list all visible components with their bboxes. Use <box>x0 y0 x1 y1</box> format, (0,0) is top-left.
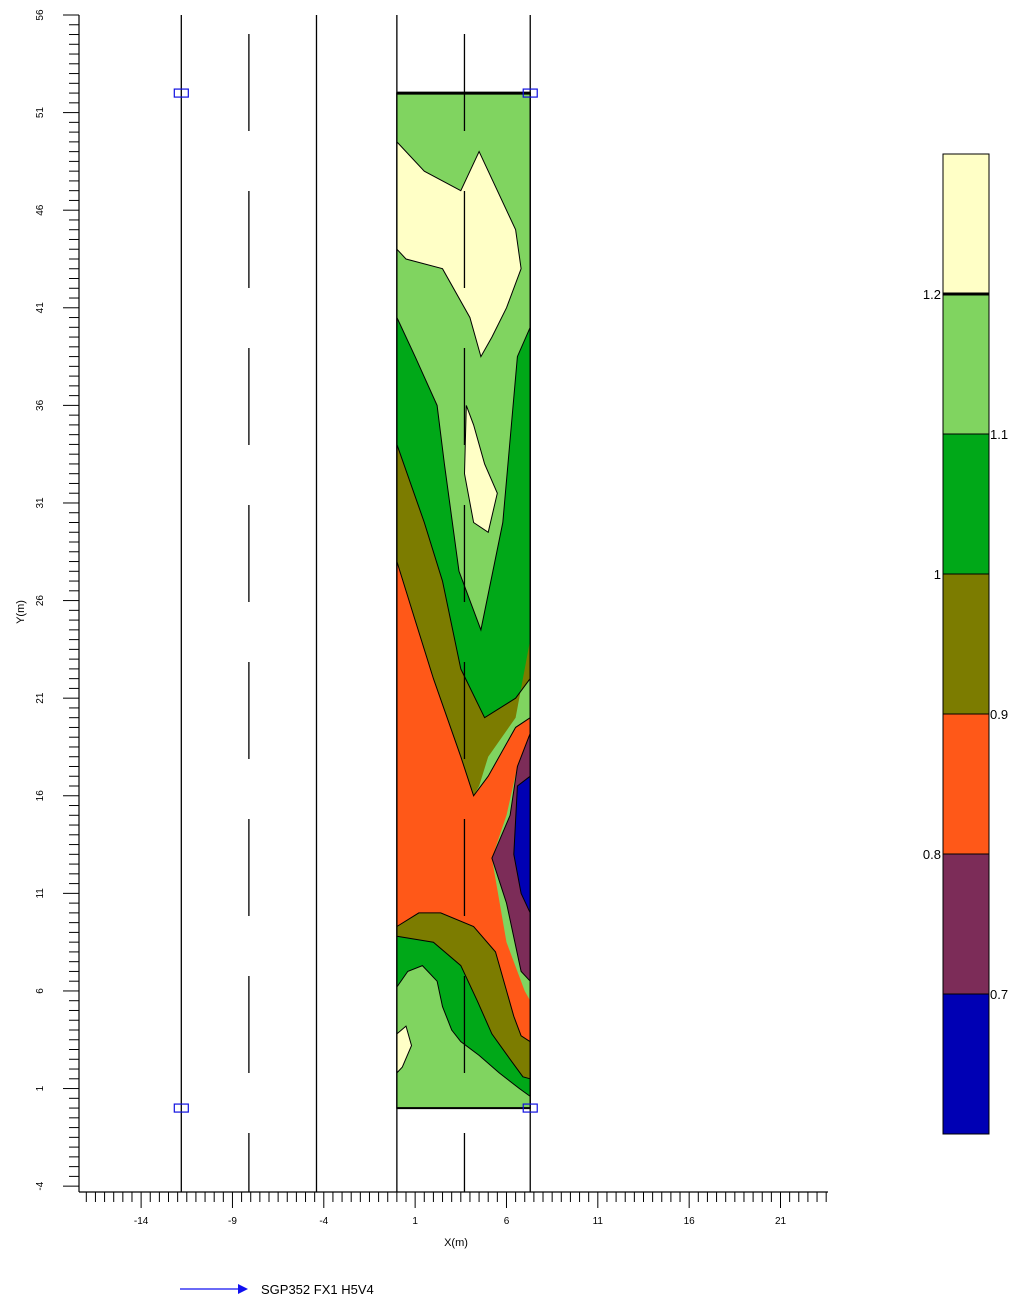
y-tick-label: 26 <box>35 595 46 607</box>
x-tick-label: 21 <box>775 1216 787 1227</box>
y-tick-label: 16 <box>35 790 46 802</box>
y-axis-title: Y(m) <box>15 600 27 624</box>
x-tick-label: 6 <box>504 1216 510 1227</box>
contour-band-5 <box>396 561 531 1042</box>
y-tick-label: 51 <box>35 107 46 119</box>
contour-line-9 <box>396 1025 413 1074</box>
corner-marker-2 <box>173 1103 189 1113</box>
key-label: SGP352 FX1 H5V4 <box>261 1282 374 1297</box>
corner-marker-3 <box>522 1103 538 1113</box>
contour-line-4 <box>491 733 531 982</box>
color-legend: 1.2 1 0.8 1.1 0.9 0.7 <box>923 153 1008 1135</box>
contour-line-10 <box>463 405 498 534</box>
legend-band-0 <box>942 153 990 295</box>
contour-band-1 <box>396 141 522 357</box>
x-tick-label: -9 <box>228 1216 237 1227</box>
contour-line-1 <box>396 317 531 632</box>
corner-marker-0 <box>173 88 189 98</box>
legend-label-right: 0.7 <box>990 987 1008 1002</box>
legend-label-left: 1.2 <box>923 287 941 302</box>
contour-line-6 <box>396 912 531 1043</box>
legend-band-6 <box>942 993 990 1135</box>
contour-band-3 <box>464 405 498 533</box>
y-tick-label: 41 <box>35 302 46 314</box>
contour-line-3 <box>396 561 531 797</box>
contour-line-2 <box>396 444 531 719</box>
y-tick-label: 1 <box>35 1085 46 1091</box>
legend-label-left: 1 <box>934 567 941 582</box>
legend-label-right: 0.9 <box>990 707 1008 722</box>
x-tick-label: 16 <box>684 1216 696 1227</box>
x-tick-label: -4 <box>319 1216 328 1227</box>
contour-line-8 <box>396 965 531 1097</box>
y-tick-label: 36 <box>35 399 46 411</box>
x-tick-label: -14 <box>134 1216 149 1227</box>
y-tick-label: 46 <box>35 204 46 216</box>
legend-band-4 <box>942 713 990 855</box>
key-arrow-icon <box>238 1284 248 1294</box>
legend-band-3 <box>942 573 990 715</box>
corner-marker-1 <box>522 88 538 98</box>
legend-label-left: 0.8 <box>923 847 941 862</box>
x-tick-label: 1 <box>412 1216 418 1227</box>
contour-line-5 <box>513 775 531 914</box>
contour-line-0 <box>396 141 522 358</box>
legend-band-5 <box>942 853 990 995</box>
y-tick-label: 31 <box>35 497 46 509</box>
y-tick-label: 21 <box>35 692 46 704</box>
contour-band-2 <box>396 317 531 718</box>
x-axis-title: X(m) <box>444 1237 468 1249</box>
y-tick-label: 11 <box>35 888 46 899</box>
plot-area <box>173 15 538 1192</box>
contour-band-10 <box>396 1026 412 1073</box>
legend-band-2 <box>942 433 990 575</box>
y-tick-label: 56 <box>35 9 46 21</box>
x-tick-label: 11 <box>593 1216 604 1227</box>
contour-band-9 <box>396 936 531 1097</box>
contour-band-7 <box>513 776 531 913</box>
y-tick-label: -4 <box>35 1181 46 1190</box>
y-tick-label: 6 <box>35 988 46 994</box>
legend-band-1 <box>942 293 990 435</box>
contour-band-4 <box>396 424 531 796</box>
legend-label-right: 1.1 <box>990 427 1008 442</box>
series-key: SGP352 FX1 H5V4 <box>180 1282 374 1297</box>
contour-band-8 <box>396 912 531 1079</box>
contour-line-7 <box>396 935 531 1080</box>
